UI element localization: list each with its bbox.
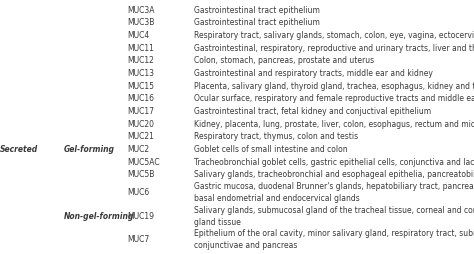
Text: Kidney, placenta, lung, prostate, liver, colon, esophagus, rectum and middle ear: Kidney, placenta, lung, prostate, liver,… (194, 120, 474, 129)
Text: Gel-forming: Gel-forming (64, 145, 115, 154)
Text: MUC7: MUC7 (127, 235, 149, 244)
Text: MUC12: MUC12 (127, 56, 154, 65)
Text: Salivary glands, tracheobronchial and esophageal epithelia, pancreatobiliary and: Salivary glands, tracheobronchial and es… (194, 170, 474, 179)
Text: Tracheobronchial goblet cells, gastric epithelial cells, conjunctiva and lacrima: Tracheobronchial goblet cells, gastric e… (194, 158, 474, 167)
Text: Respiratory tract, salivary glands, stomach, colon, eye, vagina, ectocervix, ute: Respiratory tract, salivary glands, stom… (194, 31, 474, 40)
Text: MUC16: MUC16 (127, 94, 154, 103)
Text: MUC17: MUC17 (127, 107, 154, 116)
Text: MUC21: MUC21 (127, 132, 154, 141)
Text: Goblet cells of small intestine and colon: Goblet cells of small intestine and colo… (194, 145, 348, 154)
Text: MUC5AC: MUC5AC (127, 158, 160, 167)
Text: Ocular surface, respiratory and female reproductive tracts and middle ear: Ocular surface, respiratory and female r… (194, 94, 474, 103)
Text: MUC20: MUC20 (127, 120, 154, 129)
Text: MUC13: MUC13 (127, 69, 154, 78)
Text: Non-gel-forming: Non-gel-forming (64, 212, 134, 221)
Text: MUC3B: MUC3B (127, 18, 155, 27)
Text: MUC4: MUC4 (127, 31, 149, 40)
Text: Secreted: Secreted (0, 145, 38, 154)
Text: MUC19: MUC19 (127, 212, 154, 221)
Text: MUC2: MUC2 (127, 145, 149, 154)
Text: Gastrointestinal tract, fetal kidney and conjuctival epithelium: Gastrointestinal tract, fetal kidney and… (194, 107, 431, 116)
Text: Gastrointestinal and respiratory tracts, middle ear and kidney: Gastrointestinal and respiratory tracts,… (194, 69, 433, 78)
Text: Gastric mucosa, duodenal Brunner's glands, hepatobiliary tract, pancreatic centr: Gastric mucosa, duodenal Brunner's gland… (194, 182, 474, 203)
Text: Salivary glands, submucosal gland of the tracheal tissue, corneal and conjunctiv: Salivary glands, submucosal gland of the… (194, 206, 474, 227)
Text: Respiratory tract, thymus, colon and testis: Respiratory tract, thymus, colon and tes… (194, 132, 358, 141)
Text: MUC11: MUC11 (127, 44, 154, 53)
Text: Gastrointestinal tract epithelium: Gastrointestinal tract epithelium (194, 6, 320, 15)
Text: Gastrointestinal tract epithelium: Gastrointestinal tract epithelium (194, 18, 320, 27)
Text: Placenta, salivary gland, thyroid gland, trachea, esophagus, kidney and testis: Placenta, salivary gland, thyroid gland,… (194, 82, 474, 91)
Text: MUC5B: MUC5B (127, 170, 155, 179)
Text: Gastrointestinal, respiratory, reproductive and urinary tracts, liver and thymus: Gastrointestinal, respiratory, reproduct… (194, 44, 474, 53)
Text: MUC15: MUC15 (127, 82, 154, 91)
Text: Colon, stomach, pancreas, prostate and uterus: Colon, stomach, pancreas, prostate and u… (194, 56, 374, 65)
Text: MUC6: MUC6 (127, 188, 149, 197)
Text: Epithelium of the oral cavity, minor salivary gland, respiratory tract, submucos: Epithelium of the oral cavity, minor sal… (194, 229, 474, 250)
Text: MUC3A: MUC3A (127, 6, 155, 15)
